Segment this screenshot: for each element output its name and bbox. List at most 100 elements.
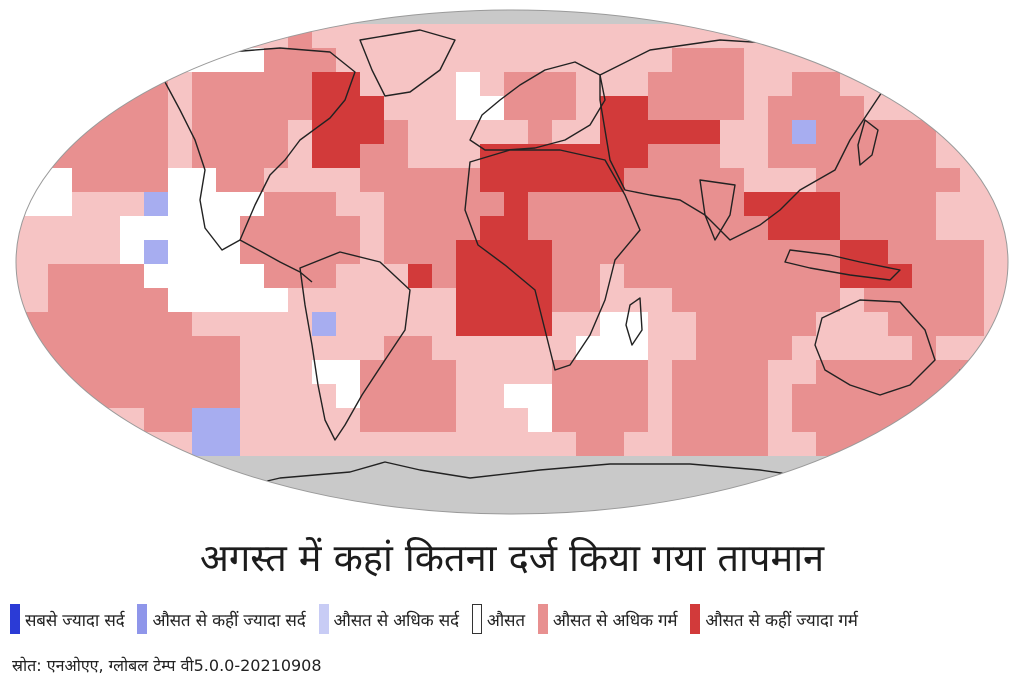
japan-outline: [857, 119, 879, 166]
anomaly-cell: [240, 240, 264, 264]
anomaly-cell: [600, 312, 624, 336]
anomaly-cell: [696, 96, 720, 120]
anomaly-cell: [912, 144, 936, 168]
legend-label: औसत से कहीं ज्यादा गर्म: [705, 610, 858, 631]
anomaly-cell: [552, 504, 576, 514]
anomaly-cell: [120, 480, 144, 504]
anomaly-cell: [288, 72, 312, 96]
anomaly-cell: [840, 408, 864, 432]
anomaly-cell: [312, 264, 336, 288]
anomaly-cell: [96, 504, 120, 514]
anomaly-cell: [504, 216, 528, 240]
anomaly-cell: [576, 384, 600, 408]
anomaly-cell: [528, 192, 552, 216]
anomaly-cell: [504, 144, 528, 168]
anomaly-cell: [240, 480, 264, 504]
anomaly-cell: [912, 192, 936, 216]
anomaly-cell: [744, 10, 768, 24]
anomaly-cell: [888, 144, 912, 168]
anomaly-cell: [624, 528, 648, 530]
anomaly-cell: [336, 360, 360, 384]
anomaly-cell: [480, 240, 504, 264]
central-america-outline: [239, 239, 313, 283]
anomaly-cell: [264, 72, 288, 96]
anomaly-cell: [336, 384, 360, 408]
anomaly-cell: [432, 168, 456, 192]
anomaly-cell: [432, 504, 456, 514]
anomaly-cell: [216, 360, 240, 384]
anomaly-cell: [672, 528, 696, 530]
anomaly-cell: [576, 264, 600, 288]
anomaly-cell: [504, 384, 528, 408]
anomaly-cell: [192, 144, 216, 168]
anomaly-cell: [816, 408, 840, 432]
anomaly-cell: [168, 240, 192, 264]
anomaly-cell: [144, 528, 168, 530]
anomaly-cell: [360, 480, 384, 504]
anomaly-cell: [144, 24, 168, 48]
anomaly-cell: [552, 96, 576, 120]
anomaly-cell: [504, 288, 528, 312]
anomaly-cell: [600, 528, 624, 530]
anomaly-cell: [192, 120, 216, 144]
anomaly-cell: [432, 528, 456, 530]
anomaly-cell: [360, 528, 384, 530]
anomaly-cell: [120, 144, 144, 168]
greenland-outline: [359, 29, 456, 97]
anomaly-cell: [816, 288, 840, 312]
legend-label: औसत से कहीं ज्यादा सर्द: [152, 610, 306, 631]
anomaly-cell: [696, 240, 720, 264]
anomaly-cell: [312, 10, 336, 24]
anomaly-cell: [576, 216, 600, 240]
anomaly-cell: [432, 264, 456, 288]
anomaly-cell: [504, 240, 528, 264]
anomaly-cell: [840, 528, 864, 530]
anomaly-cell: [1008, 456, 1024, 480]
anomaly-cell: [888, 264, 912, 288]
anomaly-cell: [48, 528, 72, 530]
anomaly-cell: [168, 528, 192, 530]
anomaly-cell: [408, 480, 432, 504]
anomaly-cell: [648, 120, 672, 144]
anomaly-cell: [432, 384, 456, 408]
anomaly-cell: [312, 480, 336, 504]
anomaly-cell: [360, 384, 384, 408]
anomaly-cell: [552, 240, 576, 264]
anomaly-cell: [696, 264, 720, 288]
anomaly-cell: [240, 96, 264, 120]
anomaly-cell: [48, 288, 72, 312]
anomaly-cell: [936, 264, 960, 288]
legend-label: औसत से अधिक सर्द: [333, 610, 460, 631]
anomaly-cell: [720, 10, 744, 24]
anomaly-cell: [648, 216, 672, 240]
anomaly-cell: [792, 192, 816, 216]
anomaly-cell: [144, 336, 168, 360]
anomaly-cell: [240, 120, 264, 144]
anomaly-cell: [384, 384, 408, 408]
anomaly-cell: [624, 192, 648, 216]
anomaly-cell: [216, 120, 240, 144]
anomaly-cell: [672, 504, 696, 514]
anomaly-cell: [312, 240, 336, 264]
anomaly-cell: [624, 10, 648, 24]
anomaly-cell: [192, 336, 216, 360]
anomaly-cell: [552, 480, 576, 504]
anomaly-cell: [216, 96, 240, 120]
anomaly-cell: [240, 264, 264, 288]
anomaly-cell: [864, 10, 888, 24]
anomaly-cell: [936, 360, 960, 384]
anomaly-cell: [864, 360, 888, 384]
anomaly-cell: [912, 456, 936, 480]
anomaly-cell: [768, 312, 792, 336]
anomaly-cell: [216, 240, 240, 264]
anomaly-cell: [864, 384, 888, 408]
anomaly-cell: [744, 336, 768, 360]
anomaly-cell: [336, 120, 360, 144]
anomaly-cell: [24, 528, 48, 530]
anomaly-cell: [768, 144, 792, 168]
anomaly-cell: [384, 216, 408, 240]
anomaly-cell: [720, 480, 744, 504]
anomaly-cell: [72, 312, 96, 336]
anomaly-cell: [912, 504, 936, 514]
anomaly-cell: [384, 408, 408, 432]
